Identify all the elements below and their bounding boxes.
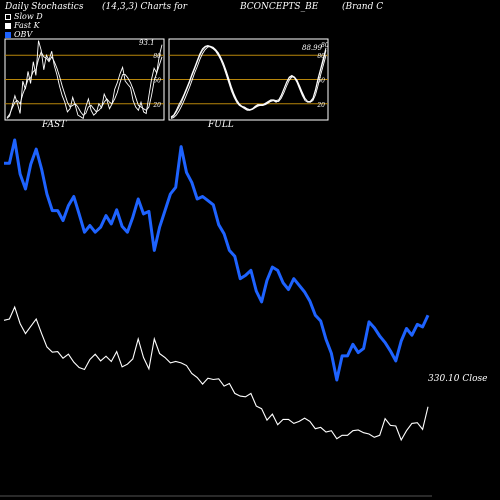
fast-tick-80: 80 [153,53,161,60]
chart-title: Daily Stochastics [5,2,84,12]
full-panel-label: FULL [208,120,234,130]
company-label: (Brand C [342,2,384,12]
full-series-2 [170,45,327,118]
full-series-1 [170,45,327,119]
obv-line [4,138,430,382]
full-tick-80: 80 [317,53,325,60]
fast-current-value: 93.1 [139,39,155,47]
legend-obv-label: OBV [14,30,33,39]
fast-tick-50: 50 [153,78,161,85]
legend-slow-d: Slow D [5,12,43,21]
legend-slow-d-swatch [5,13,11,20]
legend-fast-k: Fast K [5,21,40,30]
full-top-tick: 80 [321,42,329,49]
legend-obv-swatch [5,31,11,38]
fast-tick-20: 20 [152,102,161,109]
legend-obv: OBV [5,30,32,39]
legend-slow-d-label: Slow D [14,12,43,21]
legend-fast-k-label: Fast K [14,21,40,30]
full-series-0 [170,45,327,118]
fast-panel-label: FAST [42,120,67,130]
fast-series-0 [6,40,163,120]
full-current-value: 88.99 [302,44,323,52]
full-tick-50: 50 [317,78,325,85]
close-value-label: 330.10 Close [428,374,487,384]
close-price-line [3,305,429,442]
chart-params: (14,3,3) Charts for [102,2,188,12]
full-tick-20: 20 [316,102,325,109]
legend-fast-k-swatch [5,22,11,29]
fast-series-1 [6,50,163,118]
symbol-label: BCONCEPTS_BE [240,2,319,12]
